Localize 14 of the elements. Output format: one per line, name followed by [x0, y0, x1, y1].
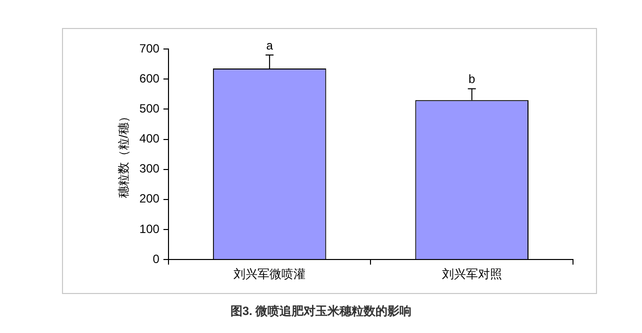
x-tick-label: 刘兴军微喷灌: [234, 267, 306, 282]
y-tick-label: 700: [139, 41, 160, 56]
y-axis-title: 穗粒数（粒/穗）: [116, 110, 131, 198]
y-tick-label: 200: [139, 192, 160, 206]
annotation: b: [468, 72, 476, 86]
y-tick-label: 300: [139, 162, 160, 176]
x-tick-label: 刘兴军对照: [442, 267, 502, 282]
text: 图3. 微喷追肥对玉米穗粒数的影响: [229, 303, 413, 320]
y-tick-label: 500: [139, 101, 160, 116]
y-tick-label: 0: [152, 252, 160, 266]
y-tick-label: 400: [139, 132, 160, 146]
annotation: a: [266, 38, 274, 52]
y-tick-label: 100: [139, 222, 160, 236]
y-tick-label: 600: [139, 71, 160, 86]
